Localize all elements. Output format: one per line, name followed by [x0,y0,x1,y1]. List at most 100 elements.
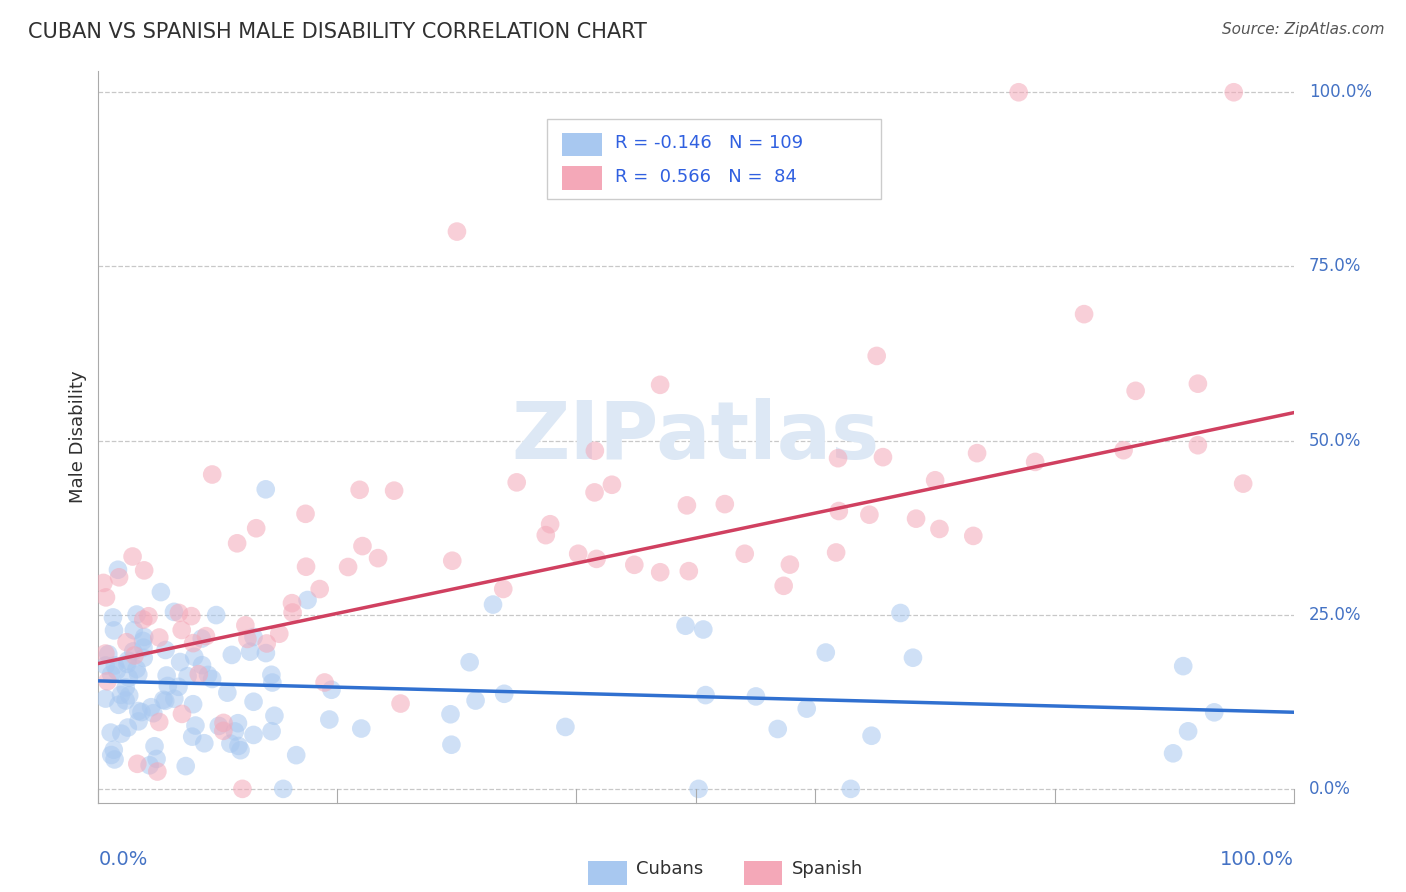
Point [107,698,129,712]
Point [766,722,789,736]
Point [132,633,155,648]
Point [482,598,505,612]
Point [924,473,946,487]
Point [583,485,606,500]
Point [796,701,818,715]
Point [321,682,343,697]
Point [1232,476,1254,491]
Point [688,781,710,796]
Point [208,719,231,733]
Point [193,736,215,750]
Point [104,658,127,673]
Point [170,706,193,721]
Point [100,725,122,739]
Point [181,730,204,744]
Point [235,618,257,632]
Point [1187,438,1209,452]
Point [122,644,145,658]
Point [349,483,371,497]
Point [254,646,277,660]
Point [779,558,801,572]
Point [318,713,340,727]
Point [1112,443,1135,458]
Point [183,649,205,664]
Point [825,545,848,559]
Point [94,647,117,661]
Point [100,667,122,681]
Text: 0.0%: 0.0% [1309,780,1351,797]
Point [297,593,319,607]
Point [962,529,984,543]
Point [170,623,193,637]
Point [506,475,529,490]
Point [648,377,672,392]
Point [117,653,139,667]
Point [152,692,174,706]
Point [201,467,224,482]
Point [176,669,198,683]
Point [105,664,128,678]
Point [281,606,304,620]
Point [146,764,169,779]
Point [219,737,242,751]
Point [117,721,139,735]
Point [167,606,190,620]
Point [492,582,515,596]
Point [352,539,374,553]
Point [228,739,250,753]
Point [197,668,219,682]
Point [1173,659,1195,673]
Point [156,679,179,693]
Point [585,552,607,566]
Point [132,640,155,655]
Point [308,582,330,596]
Point [439,707,461,722]
Point [1187,376,1209,391]
Point [281,596,304,610]
FancyBboxPatch shape [547,119,882,199]
Text: R = -0.146   N = 109: R = -0.146 N = 109 [614,134,803,152]
Point [132,613,155,627]
Point [212,715,235,730]
Point [1223,85,1246,99]
Point [201,672,224,686]
Point [745,690,768,704]
Point [226,536,249,550]
Point [127,756,149,771]
Point [242,728,264,742]
FancyBboxPatch shape [589,862,627,885]
Point [97,647,120,661]
Point [155,694,177,708]
Point [254,483,277,497]
Point [114,681,136,695]
Point [108,570,131,584]
Point [190,632,212,646]
Point [389,697,412,711]
Point [695,688,717,702]
Point [678,564,700,578]
Point [905,511,928,525]
Point [212,723,235,738]
Point [242,695,264,709]
Point [229,743,252,757]
FancyBboxPatch shape [744,862,782,885]
Point [191,658,214,673]
Point [224,724,246,739]
Point [262,675,284,690]
Point [734,547,756,561]
Point [148,631,170,645]
Point [554,720,576,734]
Point [600,477,623,491]
Y-axis label: Male Disability: Male Disability [69,371,87,503]
Point [534,528,557,542]
Point [184,718,207,732]
Point [110,688,132,702]
Point [145,752,167,766]
Point [110,726,132,740]
Point [103,743,125,757]
Point [236,632,259,646]
Text: 100.0%: 100.0% [1309,83,1372,102]
Text: 75.0%: 75.0% [1309,258,1361,276]
Point [260,724,283,739]
Point [839,781,862,796]
